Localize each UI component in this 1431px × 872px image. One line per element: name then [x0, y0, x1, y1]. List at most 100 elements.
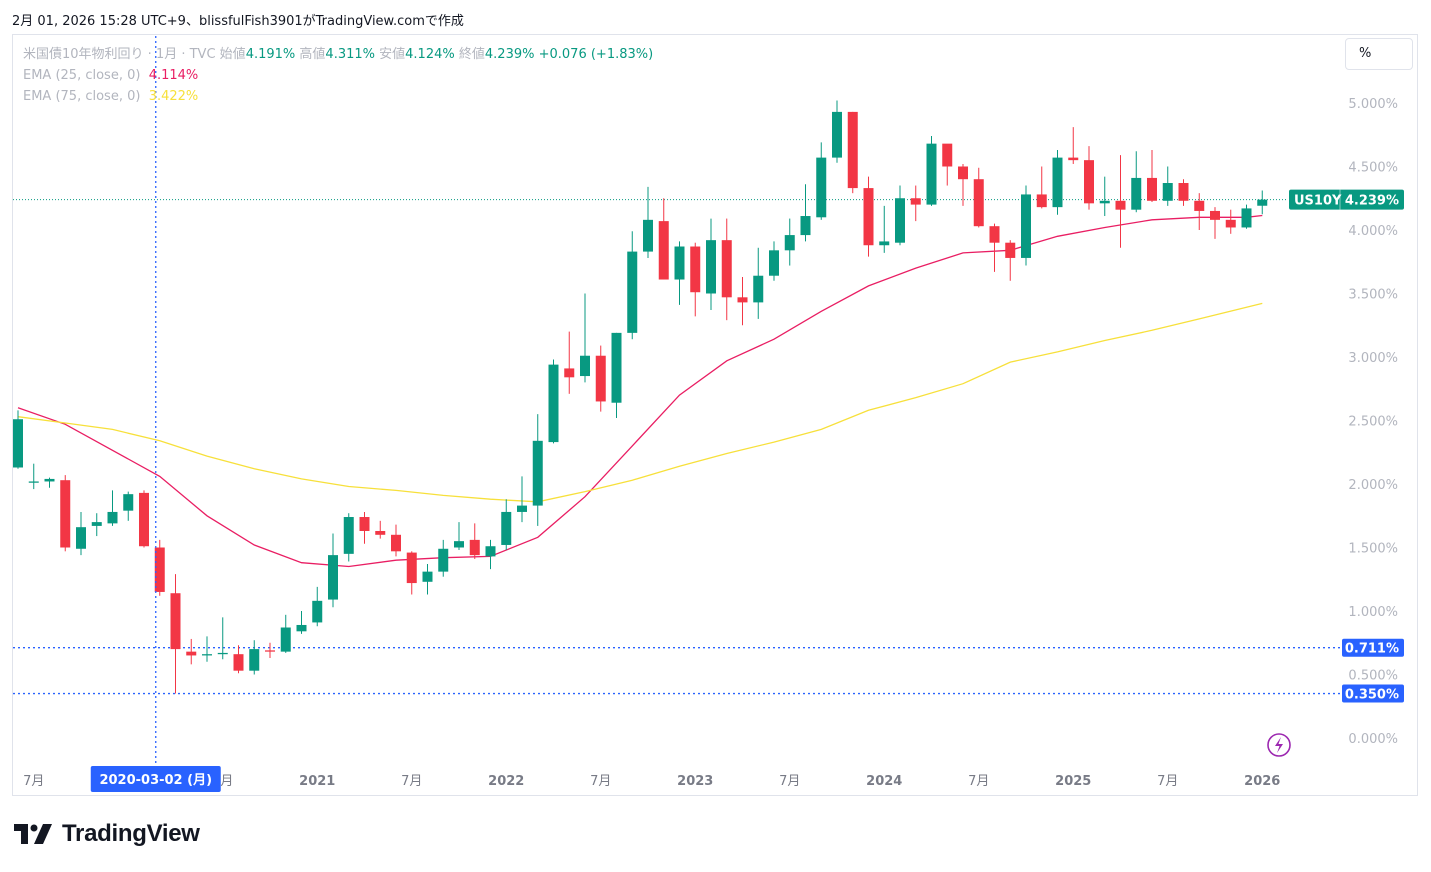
candle-body: [627, 251, 638, 333]
candle-body: [706, 240, 716, 294]
percent-scale-button[interactable]: %: [1345, 38, 1413, 70]
candle: [186, 638, 197, 665]
candle: [1178, 179, 1189, 206]
candle-body: [170, 593, 181, 650]
symbol-title[interactable]: 米国債10年物利回り · 1月 · TVC: [23, 47, 216, 62]
candle-body: [989, 226, 1000, 243]
low-label: 安値: [379, 47, 406, 62]
candle: [580, 293, 590, 383]
candle: [233, 645, 244, 674]
candle-body: [438, 548, 449, 572]
candle-body: [422, 571, 433, 582]
x-tick-label: 7月: [968, 774, 989, 789]
candle: [1068, 127, 1079, 164]
candle: [249, 640, 260, 675]
horizontal-line-label: 0.711%: [1345, 642, 1399, 657]
candle-body: [1115, 200, 1126, 210]
candle: [958, 163, 968, 206]
candle-body: [1162, 183, 1173, 201]
candle: [123, 491, 134, 521]
y-tick-label: 0.500%: [1348, 669, 1398, 684]
last-price-symbol: US10Y: [1294, 194, 1342, 209]
x-tick-label: 2025: [1055, 774, 1091, 789]
candle-body: [721, 240, 732, 298]
candle-body: [1210, 210, 1220, 220]
price-tags: 0.711% 0.350% US10Y 4.239%: [1289, 189, 1404, 703]
candle: [202, 636, 212, 662]
candle: [769, 241, 779, 281]
candle: [1052, 149, 1063, 215]
y-tick-label: 3.500%: [1348, 288, 1398, 303]
last-price-tag-bg: [1289, 189, 1404, 210]
candle-body: [485, 546, 496, 557]
candle-body: [1194, 200, 1205, 211]
candle: [76, 511, 86, 556]
candle-body: [1241, 208, 1252, 228]
candle: [973, 167, 984, 228]
candle: [469, 523, 480, 559]
tradingview-logo[interactable]: TradingView: [14, 820, 200, 848]
crosshair-date-bg: [90, 766, 221, 792]
horizontal-line-tag: [1342, 638, 1404, 657]
x-tick-label: 7月: [1157, 774, 1178, 789]
candle-body: [13, 419, 23, 468]
candle: [863, 176, 874, 257]
candle-body: [517, 505, 527, 512]
candle-body: [879, 241, 890, 246]
candle: [60, 475, 71, 552]
candle-body: [784, 235, 795, 251]
candle-body: [44, 478, 55, 482]
ema25-value: 4.114%: [148, 68, 199, 83]
candle-body: [249, 649, 260, 671]
lightning-icon[interactable]: [1267, 733, 1291, 757]
candle-body: [1147, 177, 1157, 201]
candle: [375, 520, 386, 539]
candle-body: [1099, 200, 1110, 204]
x-tick-label: 2023: [677, 774, 713, 789]
y-tick-label: 1.500%: [1348, 542, 1398, 557]
ema25-label: EMA (25, close, 0): [23, 68, 141, 83]
crosshair-date-tag: 2020-03-02 (月): [90, 766, 221, 792]
candle-body: [60, 480, 71, 548]
candle: [422, 564, 433, 595]
candle: [280, 614, 291, 653]
candle-body: [611, 332, 622, 403]
y-tick-label: 4.500%: [1348, 161, 1398, 176]
candle: [989, 223, 1000, 272]
candle-body: [343, 517, 354, 554]
candle-body: [737, 297, 748, 303]
candle-body: [753, 275, 764, 303]
candle: [926, 136, 937, 206]
candle: [139, 490, 149, 548]
chart-legend: 米国債10年物利回り · 1月 · TVC 始値4.191% 高値4.311% …: [23, 44, 653, 107]
candle: [1115, 155, 1126, 248]
last-price-tag: US10Y 4.239%: [1289, 189, 1404, 210]
close-value: 4.239%: [484, 47, 535, 62]
candle-body: [454, 541, 464, 548]
candle: [1147, 149, 1157, 203]
ohlc-row: 米国債10年物利回り · 1月 · TVC 始値4.191% 高値4.311% …: [23, 44, 653, 65]
ema-line: [17, 302, 1263, 503]
candle: [1225, 209, 1236, 234]
ema25-row[interactable]: EMA (25, close, 0) 4.114%: [23, 65, 653, 86]
candle-body: [863, 188, 874, 246]
candle: [28, 463, 39, 490]
ema75-row[interactable]: EMA (75, close, 0) 3.422%: [23, 86, 653, 107]
candle: [44, 477, 55, 488]
y-tick-label: 5.000%: [1348, 97, 1398, 112]
candle: [454, 522, 464, 551]
candle-body: [217, 652, 228, 655]
candle-body: [832, 111, 842, 158]
candle-body: [926, 143, 937, 205]
candles: [13, 100, 1268, 694]
y-tick-label: 2.000%: [1348, 478, 1398, 493]
candle-body: [296, 624, 307, 632]
candle: [359, 511, 370, 544]
candle: [784, 218, 795, 266]
candle: [643, 186, 653, 258]
candle: [658, 198, 669, 280]
ema-lines: [17, 214, 1263, 568]
candle: [753, 247, 764, 319]
candle: [1036, 166, 1047, 209]
